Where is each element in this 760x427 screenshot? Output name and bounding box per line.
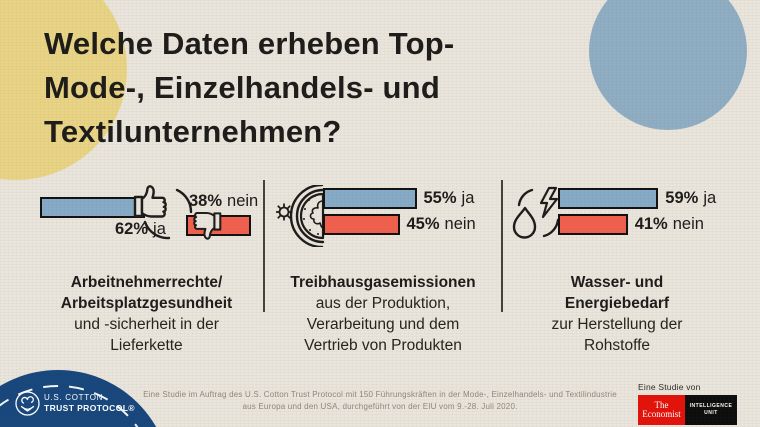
- title-line-3: Textilunternehmen?: [44, 114, 342, 149]
- caption-line: Arbeitsplatzgesundheit: [60, 295, 233, 312]
- no-word: nein: [227, 192, 259, 210]
- economist-brand-line: Economist: [642, 409, 681, 419]
- yes-percent-value: 62%: [115, 220, 149, 238]
- bar-no: [558, 214, 628, 235]
- caption-line: Verarbeitung und dem: [306, 316, 460, 333]
- caption-line: Energiebedarf: [564, 295, 670, 312]
- no-percentage-label: 45% nein: [407, 215, 476, 234]
- cotton-wordmark-line-1: U.S. COTTON: [44, 393, 104, 402]
- title-line-2: Mode-, Einzelhandels- und: [44, 70, 440, 105]
- caption-line: Lieferkette: [110, 337, 183, 354]
- caption-line: Vertrieb von Produkten: [304, 337, 462, 354]
- yes-percentage-label: 62% ja: [115, 220, 166, 239]
- yes-word: ja: [153, 220, 166, 238]
- page-title: Welche Daten erheben Top- Mode-, Einzelh…: [44, 22, 454, 154]
- no-bar-row: 41% nein: [558, 214, 704, 235]
- chart-section-emissions: 55% ja 45% nein Treibhausgasemissionen aus…: [266, 178, 500, 363]
- no-word: nein: [444, 215, 476, 233]
- water-energy-icon: [512, 186, 570, 253]
- no-word: nein: [672, 215, 704, 233]
- sun-earth-icon: [275, 183, 336, 252]
- yes-bar-row: 59% ja: [558, 188, 716, 209]
- no-percent-value: 45%: [406, 215, 440, 233]
- thumbs-up-down-icon: [133, 180, 229, 257]
- title-line-1: Welche Daten erheben Top-: [44, 26, 455, 61]
- intelligence-unit-line: INTELLIGENCE: [689, 403, 733, 409]
- caption-line: und -sicherheit in der: [74, 316, 219, 333]
- cotton-boll-icon: [14, 390, 41, 422]
- caption-line: Arbeitnehmerrechte/: [70, 274, 223, 291]
- bar-no: [323, 214, 400, 235]
- no-percent-value: 38%: [189, 192, 223, 210]
- intelligence-unit-line: UNIT: [704, 410, 718, 416]
- cotton-trust-protocol-badge: [0, 370, 171, 427]
- caption-line: aus der Produktion,: [315, 295, 451, 312]
- caption-line: Wasser- und: [570, 274, 664, 291]
- no-percent-value: 41%: [634, 215, 668, 233]
- caption-line: zur Herstellung der: [551, 316, 683, 333]
- caption-line: Rohstoffe: [583, 337, 651, 354]
- section-divider: [263, 180, 265, 312]
- intelligence-unit-logo: INTELLIGENCE UNIT: [685, 395, 737, 425]
- source-note: Eine Studie im Auftrag des U.S. Cotton T…: [110, 389, 650, 412]
- yes-bar-row: 55% ja: [323, 188, 474, 209]
- bar-yes: [323, 188, 417, 209]
- economist-attribution: Eine Studie von The Economist INTELLIGEN…: [638, 382, 737, 425]
- economist-intelligence-unit-logo: The Economist INTELLIGENCE UNIT: [638, 395, 737, 425]
- study-by-label: Eine Studie von: [638, 382, 701, 392]
- chart-caption: Treibhausgasemissionen aus der Produktio…: [266, 272, 500, 356]
- yes-percentage-label: 59% ja: [665, 189, 716, 208]
- chart-caption: Arbeitnehmerrechte/ Arbeitsplatzgesundhe…: [30, 272, 263, 356]
- source-note-line-2: aus Europa und den USA, durchgeführt von…: [242, 401, 518, 411]
- yes-word: ja: [703, 189, 717, 207]
- cotton-trust-protocol-wordmark: U.S. COTTON TRUST PROTOCOL®: [44, 393, 135, 413]
- bar-yes: [558, 188, 659, 209]
- blue-circle-decoration: [589, 0, 747, 130]
- no-percentage-label: 41% nein: [635, 215, 704, 234]
- chart-caption: Wasser- und Energiebedarf zur Herstellun…: [505, 272, 729, 356]
- the-economist-logo: The Economist: [638, 395, 685, 425]
- yes-percentage-label: 55% ja: [424, 189, 475, 208]
- caption-line: Treibhausgasemissionen: [290, 274, 476, 291]
- dashed-ring-decoration: [0, 385, 139, 427]
- bar-yes: [40, 197, 146, 218]
- section-divider: [501, 180, 503, 312]
- yes-percent-value: 55%: [423, 189, 457, 207]
- yes-percent-value: 59%: [665, 189, 699, 207]
- chart-section-water-energy: 59% ja 41% nein Wasser- und Energiebedarf …: [505, 178, 729, 363]
- no-bar-row: 45% nein: [323, 214, 476, 235]
- chart-section-labor-rights: 62% ja 38% nein Arbeitnehmerrechte/ Arbeit…: [30, 178, 263, 363]
- source-note-line-1: Eine Studie im Auftrag des U.S. Cotton T…: [143, 390, 617, 399]
- cotton-wordmark-line-2: TRUST PROTOCOL®: [44, 403, 135, 413]
- economist-brand-line: The: [654, 399, 669, 410]
- yes-word: ja: [461, 189, 475, 207]
- no-percentage-label: 38% nein: [189, 192, 258, 211]
